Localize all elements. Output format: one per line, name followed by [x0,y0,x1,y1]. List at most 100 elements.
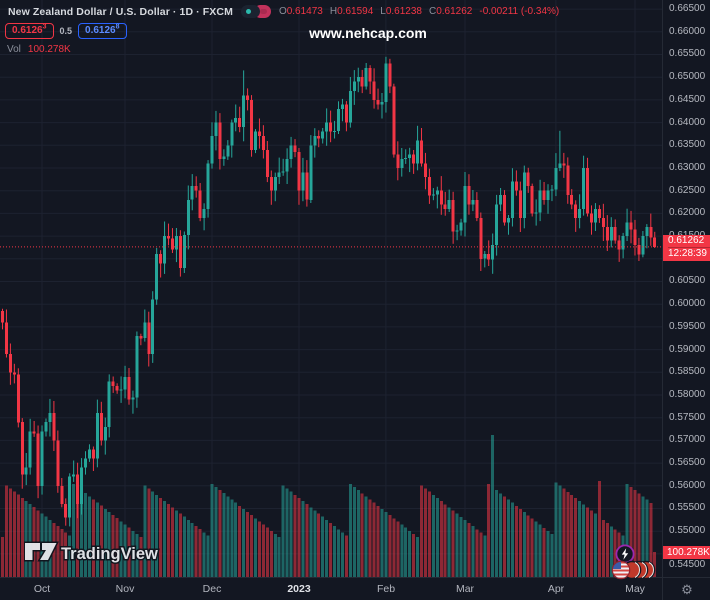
candle-body [412,154,416,164]
volume-bar [384,512,388,577]
candle-body [289,145,293,159]
time-tick-label: May [625,583,645,595]
candle-body [530,186,534,214]
candle-body [309,145,313,200]
volume-bar [210,483,214,577]
tradingview-logo[interactable]: TradingView [24,539,169,564]
time-tick-label: 2023 [287,583,311,595]
us-flag-icon [612,561,630,579]
volume-bar [479,532,483,577]
axis-settings-corner: ⚙ [662,577,710,600]
volume-bar [265,527,269,577]
candle-body [333,130,337,132]
volume-bar [80,490,84,577]
price-tick-label: 0.60500 [669,275,706,286]
candle-body [24,467,28,475]
time-tick-label: Feb [376,583,396,595]
volume-bar [84,493,88,577]
low-label: L [380,6,386,17]
volume-bar [317,513,321,577]
candle-body [416,140,420,164]
volume-bar [542,527,546,577]
time-tick-label: Nov [115,583,135,595]
volume-bar [578,501,582,577]
open-label: O [278,6,287,17]
volume-bar [653,552,657,577]
volume-bar [20,497,24,577]
price-axis[interactable]: 0.61262 12:28:39 100.278K 0.66500 0.66000… [662,0,710,577]
price-tick-label: 0.57000 [669,434,706,445]
volume-indicator-row: Vol 100.278K [7,44,71,55]
candle-body [159,254,163,264]
volume-bar [301,501,305,577]
candle-body [356,77,360,82]
ask-button[interactable]: 0.61268 [78,23,127,39]
volume-bar [487,483,491,577]
volume-bar [333,526,337,577]
candle-body [510,181,514,218]
gear-icon[interactable]: ⚙ [681,582,693,597]
volume-bar [633,490,637,577]
volume-bar [321,516,325,577]
volume-bar [597,481,601,577]
price-tick-label: 0.62500 [669,185,706,196]
volume-bar [337,529,341,577]
candle-body [514,181,518,191]
volume-bar [163,501,167,577]
volume-bar [56,526,60,577]
volume-bar [364,496,368,577]
volume-bar [443,504,447,577]
candle-body [218,122,222,159]
volume-bar [420,485,424,577]
economic-events-flags[interactable] [610,559,658,581]
candle-body [526,172,530,187]
volume-bar [506,499,510,577]
volume-bar [4,485,8,577]
candle-body [206,163,210,209]
candle-body [633,229,637,246]
candle-body [95,413,99,459]
candle-body [246,95,250,100]
price-tick-label: 0.65500 [669,48,706,59]
volume-bar [447,507,451,577]
candle-body [364,68,368,87]
volume-bar [356,490,360,577]
volume-bar [234,502,238,577]
volume-bar [285,488,289,577]
candle-body [36,433,40,486]
volume-bar [629,487,633,577]
volume-bar [95,502,99,577]
candle-body [80,467,84,504]
volume-bar [340,532,344,577]
candle-body [277,172,281,177]
candle-body [293,145,297,153]
candle-body [427,177,431,196]
candlestick-chart[interactable] [0,0,662,577]
candle-body [103,426,107,441]
buy-sell-toggle[interactable] [240,5,271,18]
candle-body [506,217,510,223]
volume-bar [253,518,257,577]
candle-body [566,165,570,196]
volume-bar [139,537,143,577]
candle-body [182,235,186,268]
symbol-title[interactable]: New Zealand Dollar / U.S. Dollar · 1D · … [8,5,233,18]
volume-bar [309,507,313,577]
time-axis[interactable]: Oct Nov Dec 2023 Feb Mar Apr May [0,577,662,600]
candle-body [99,413,103,441]
candle-body [562,163,566,166]
volume-bar [503,496,507,577]
price-tick-label: 0.57500 [669,412,706,423]
candle-body [570,195,574,205]
price-tick-label: 0.64000 [669,117,706,128]
candle-body [194,186,198,191]
candle-body [198,190,202,218]
candle-body [522,172,526,218]
volume-bar [538,524,542,577]
volume-bar [495,490,499,577]
candle-body [451,199,455,232]
bid-button[interactable]: 0.61263 [5,23,54,39]
sell-pill-bar [259,9,267,14]
candle-body [4,322,8,355]
